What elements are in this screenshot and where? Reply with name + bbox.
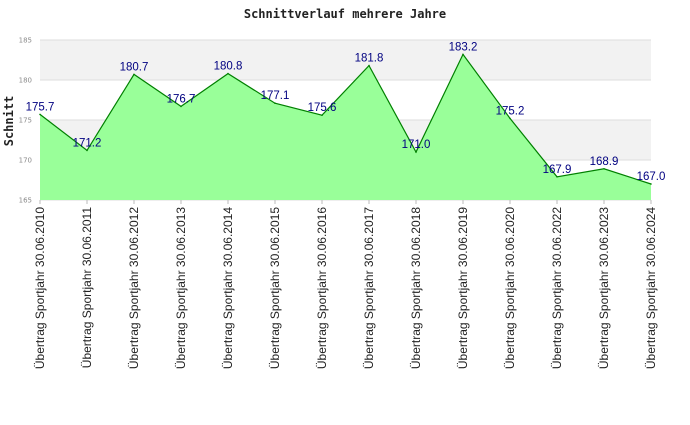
x-tick-label: Übertrag Sportjahr 30.06.2024	[644, 207, 658, 369]
data-point	[462, 53, 464, 56]
data-point	[415, 151, 417, 153]
grid-band	[40, 40, 651, 80]
data-label: 180.7	[120, 61, 149, 73]
y-tick-label: 180	[19, 77, 32, 85]
x-tick-label: Übertrag Sportjahr 30.06.2020	[503, 207, 517, 369]
data-label: 177.1	[261, 90, 290, 102]
x-tick-label: Übertrag Sportjahr 30.06.2014	[221, 207, 235, 369]
data-label: 175.6	[308, 102, 337, 114]
chart-title: Schnittverlauf mehrere Jahre	[244, 7, 446, 21]
data-point	[556, 176, 558, 178]
y-tick-label: 165	[19, 197, 32, 205]
plot-area: 175.7 171.2 180.7 176.7 180.8 177.1 175.6 181.8…	[19, 37, 666, 370]
x-tick-label: Übertrag Sportjahr 30.06.2013	[174, 207, 188, 369]
data-label: 175.2	[496, 105, 525, 117]
data-point	[86, 149, 88, 152]
data-label: 175.7	[26, 101, 55, 113]
y-tick-label: 185	[19, 37, 32, 45]
x-tick-label: Übertrag Sportjahr 30.06.2010	[33, 207, 47, 369]
data-point	[180, 105, 182, 108]
data-label: 183.2	[449, 41, 478, 53]
data-point	[39, 113, 41, 116]
data-label: 168.9	[590, 156, 619, 168]
data-label: 180.8	[214, 61, 243, 73]
data-point	[227, 72, 229, 75]
x-tick-label: Übertrag Sportjahr 30.06.2019	[456, 207, 470, 369]
x-tick-label: Übertrag Sportjahr 30.06.2012	[127, 207, 141, 369]
data-label: 171.2	[73, 137, 102, 149]
x-tick-label: Übertrag Sportjahr 30.06.2015	[268, 207, 282, 369]
series-area	[40, 54, 651, 201]
data-point	[274, 102, 276, 104]
data-point	[368, 64, 370, 67]
y-axis-label: Schnitt	[2, 96, 16, 147]
data-label: 167.0	[637, 171, 666, 183]
data-point	[603, 168, 605, 170]
x-tick-label: Übertrag Sportjahr 30.06.2017	[362, 207, 376, 369]
x-tick-label: Übertrag Sportjahr 30.06.2022	[550, 207, 564, 369]
x-tick-label: Übertrag Sportjahr 30.06.2011	[80, 207, 94, 369]
x-tick-label: Übertrag Sportjahr 30.06.2016	[315, 207, 329, 369]
y-tick-label: 175	[19, 117, 32, 125]
data-label: 167.9	[543, 164, 572, 176]
data-label: 181.8	[355, 53, 384, 65]
data-label: 171.0	[402, 139, 431, 151]
data-point	[133, 73, 135, 76]
series-line	[39, 53, 652, 185]
data-point	[509, 117, 511, 120]
data-label: 176.7	[167, 93, 196, 105]
data-point	[321, 114, 323, 116]
y-tick-label: 170	[19, 157, 32, 165]
x-tick-label: Übertrag Sportjahr 30.06.2018	[409, 207, 423, 369]
x-tick-label: Übertrag Sportjahr 30.06.2023	[597, 207, 611, 369]
data-point	[650, 183, 652, 185]
